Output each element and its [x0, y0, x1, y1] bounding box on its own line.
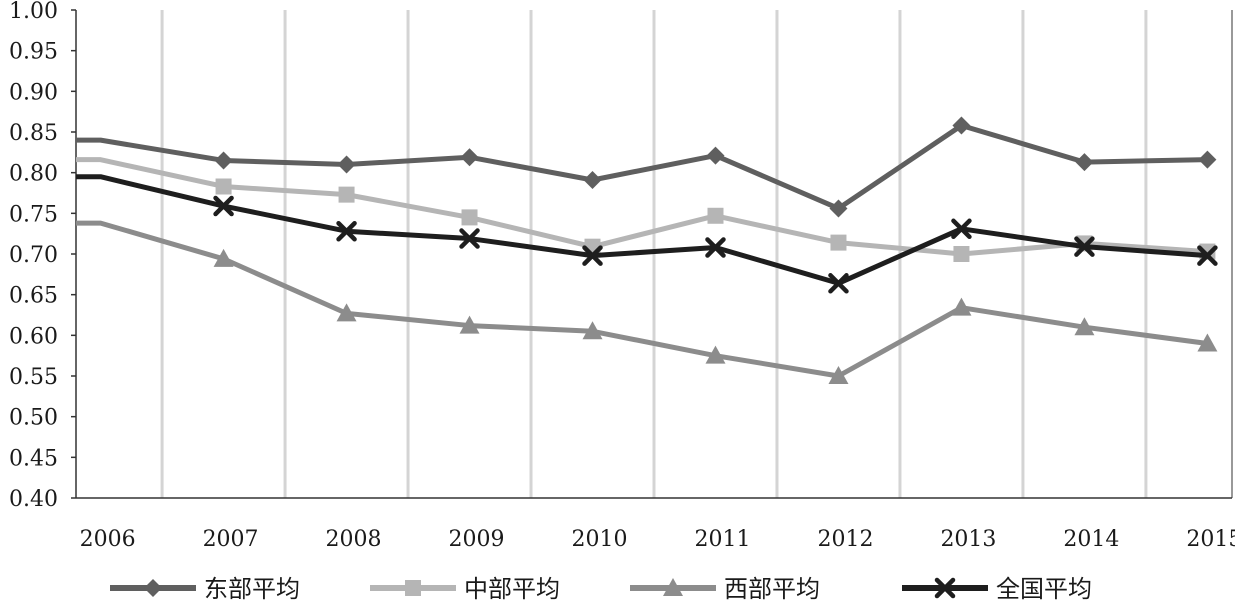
series-point: [337, 155, 356, 174]
x-tick-label: 2009: [449, 527, 505, 552]
y-tick-label: 0.65: [9, 284, 58, 309]
x-tick-label: 2014: [1063, 527, 1119, 552]
series-2: [76, 157, 1216, 262]
series-point: [828, 273, 849, 294]
series-point: [1074, 236, 1095, 257]
series-point: [830, 234, 847, 251]
marker-stroke: [705, 237, 726, 258]
series-point: [952, 116, 971, 135]
y-tick-label: 0.40: [9, 487, 58, 512]
y-tick-label: 1.00: [9, 0, 58, 24]
y-tick-label: 0.60: [9, 324, 58, 349]
marker-stroke: [336, 220, 357, 242]
series-point: [1198, 150, 1217, 169]
y-tick-label: 0.45: [9, 446, 58, 471]
series-point: [705, 345, 726, 364]
legend-label: 东部平均: [204, 575, 300, 603]
marker-stroke: [582, 245, 603, 266]
y-tick-label: 0.55: [9, 365, 58, 390]
series-point: [460, 148, 479, 167]
series-point: [336, 303, 357, 322]
series-point: [338, 186, 355, 203]
legend-item-3: 西部平均: [630, 575, 820, 603]
legend-swatch-marker: [663, 578, 683, 596]
series-point: [1074, 317, 1095, 336]
series-3: [76, 220, 1218, 384]
legend-label: 中部平均: [464, 575, 560, 603]
legend-item-2: 中部平均: [370, 575, 560, 603]
marker-stroke: [951, 218, 972, 240]
series-point: [582, 321, 603, 340]
marker-stroke: [934, 577, 956, 599]
marker-stroke: [828, 273, 849, 294]
legend-swatch-marker: [405, 580, 421, 596]
x-tick-label: 2008: [326, 527, 382, 552]
x-tick-label: 2011: [694, 527, 750, 552]
series-point: [951, 297, 972, 316]
series-point: [1197, 245, 1218, 266]
x-tick-label: 2012: [817, 527, 873, 552]
series-line: [76, 122, 1208, 211]
axes: [71, 9, 1233, 499]
series-4: [76, 174, 1218, 294]
x-tick-label: 2007: [203, 527, 259, 552]
series-point: [213, 195, 234, 217]
y-tick-label: 0.75: [9, 202, 58, 227]
series-1: [76, 116, 1217, 218]
legend-item-4: 全国平均: [902, 575, 1092, 603]
series-point: [336, 220, 357, 242]
y-tick-label: 0.50: [9, 406, 58, 431]
y-tick-label: 0.85: [9, 121, 58, 146]
series-point: [213, 248, 234, 267]
x-tick-label: 2010: [572, 527, 628, 552]
legend-label: 西部平均: [724, 575, 820, 603]
tick-labels: 0.40 0.45 0.50 0.55 0.60 0.65 0.70 0.75 0.80 0.85…: [9, 0, 1235, 552]
x-tick-label: 2015: [1186, 527, 1235, 552]
y-tick-label: 0.95: [9, 40, 58, 65]
series-point: [459, 315, 480, 334]
legend-label: 全国平均: [996, 575, 1092, 603]
series-point: [707, 207, 724, 224]
y-tick-label: 0.90: [9, 80, 58, 105]
series-point: [829, 199, 848, 218]
series-point: [459, 228, 480, 249]
y-tick-label: 0.80: [9, 162, 58, 187]
legend-swatch-marker: [144, 579, 162, 597]
series-group: [76, 116, 1218, 384]
legend-item-1: 东部平均: [110, 575, 300, 603]
legend: 东部平均 中部平均 西部平均 全国平均: [110, 575, 1092, 603]
series-point: [953, 246, 970, 262]
series-point: [705, 237, 726, 258]
series-point: [214, 151, 233, 170]
series-point: [1075, 153, 1094, 172]
x-tick-label: 2006: [80, 527, 136, 552]
series-point: [828, 366, 849, 384]
x-tick-label: 2013: [940, 527, 996, 552]
y-tick-label: 0.70: [9, 243, 58, 268]
series-point: [215, 178, 232, 195]
series-point: [1197, 333, 1218, 352]
series-point: [706, 146, 725, 165]
marker-stroke: [1197, 245, 1218, 266]
marker-stroke: [459, 228, 480, 249]
marker-stroke: [213, 195, 234, 217]
series-point: [461, 209, 478, 226]
legend-swatch-marker: [934, 577, 956, 599]
series-point: [951, 218, 972, 240]
series-point: [583, 170, 602, 189]
marker-stroke: [1074, 236, 1095, 257]
series-point: [582, 245, 603, 266]
